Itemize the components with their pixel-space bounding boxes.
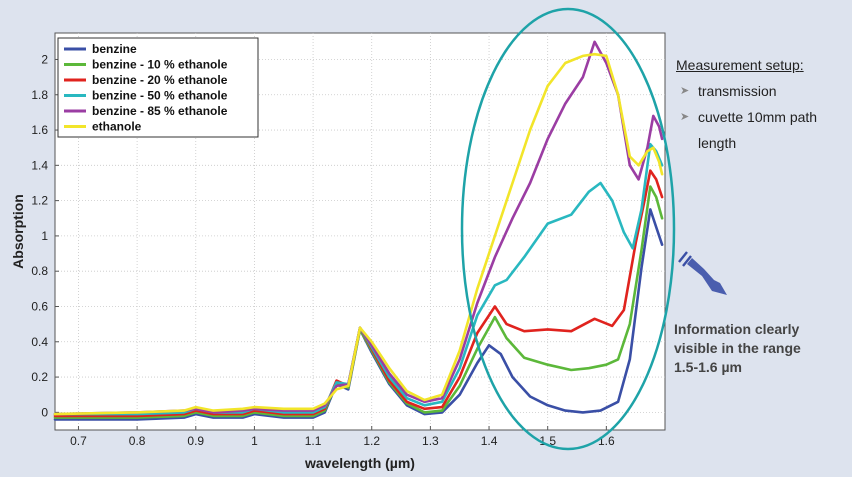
series-line bbox=[53, 208, 664, 421]
y-tick-label: 0.4 bbox=[31, 335, 48, 349]
measurement-setup-title-text: Measurement setup bbox=[676, 57, 800, 73]
arrow-icon bbox=[687, 258, 727, 295]
x-tick-label: 1.6 bbox=[598, 434, 615, 448]
x-tick-label: 1.4 bbox=[481, 434, 498, 448]
arrow-stripe bbox=[678, 251, 688, 263]
annotation-line: 1.5-1.6 µm bbox=[674, 359, 742, 375]
annotation-line: visible in the range bbox=[674, 340, 801, 356]
y-tick-label: 1.8 bbox=[31, 88, 48, 102]
y-tick-label: 0.6 bbox=[31, 299, 48, 313]
setup-item: ➤ cuvette 10mm path bbox=[676, 104, 850, 130]
bullet-arrow-icon: ➤ bbox=[680, 85, 690, 97]
x-tick-label: 1.3 bbox=[422, 434, 439, 448]
highlight-ellipse bbox=[460, 7, 676, 451]
annotation-line: Information clearly bbox=[674, 321, 800, 337]
x-tick-label: 1 bbox=[251, 434, 258, 448]
y-tick-label: 2 bbox=[41, 52, 48, 66]
setup-item-continuation: length bbox=[698, 135, 737, 151]
y-axis-label: Absorption bbox=[10, 194, 26, 269]
legend-label: benzine - 85 % ethanole bbox=[92, 104, 228, 118]
y-tick-label: 1 bbox=[41, 229, 48, 243]
measurement-setup-title: Measurement setup: bbox=[676, 52, 850, 78]
legend-label: benzine - 10 % ethanole bbox=[92, 58, 228, 72]
bullet-arrow-icon: ➤ bbox=[680, 111, 690, 123]
legend-box bbox=[57, 37, 259, 138]
measurement-setup-panel: Measurement setup: ➤ transmission ➤ cuve… bbox=[676, 52, 850, 156]
y-tick-label: 0 bbox=[41, 405, 48, 419]
y-tick-label: 0.2 bbox=[31, 370, 48, 384]
series-line bbox=[53, 185, 664, 419]
y-tick-label: 1.6 bbox=[31, 123, 48, 137]
series-line bbox=[53, 169, 664, 418]
range-annotation: Information clearly visible in the range… bbox=[674, 320, 852, 377]
legend-label: benzine - 20 % ethanole bbox=[92, 73, 228, 87]
x-axis-label: wavelength (µm) bbox=[304, 455, 415, 471]
legend-label: ethanole bbox=[92, 120, 142, 134]
setup-item: ➤ transmission bbox=[676, 78, 850, 104]
legend-label: benzine - 50 % ethanole bbox=[92, 89, 228, 103]
arrow-stripe bbox=[682, 255, 692, 267]
x-tick-label: 0.7 bbox=[70, 434, 87, 448]
y-tick-label: 1.2 bbox=[31, 194, 48, 208]
x-tick-label: 1.1 bbox=[305, 434, 322, 448]
setup-item-label: transmission bbox=[698, 83, 777, 99]
setup-item-label: cuvette 10mm path bbox=[698, 109, 818, 125]
x-tick-label: 1.2 bbox=[363, 434, 380, 448]
y-tick-label: 1.4 bbox=[31, 158, 48, 172]
x-tick-label: 0.8 bbox=[129, 434, 146, 448]
measurement-setup-title-colon: : bbox=[799, 57, 804, 73]
y-tick-label: 0.8 bbox=[31, 264, 48, 278]
legend-label: benzine bbox=[92, 42, 137, 56]
x-tick-label: 0.9 bbox=[187, 434, 204, 448]
series-line bbox=[53, 52, 664, 416]
